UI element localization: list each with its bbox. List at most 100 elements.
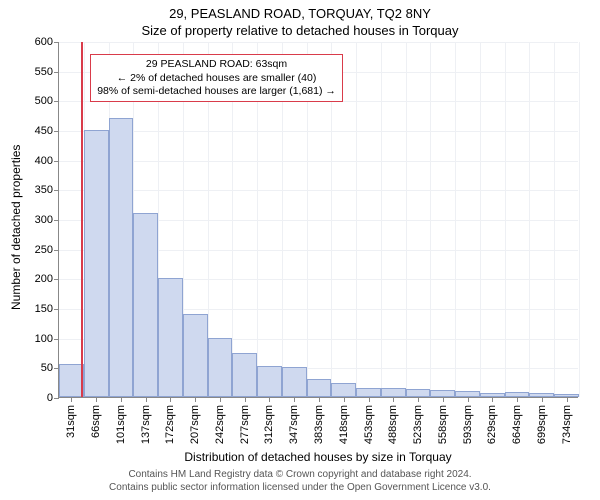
histogram-bar (158, 278, 183, 397)
xtick-label: 277sqm (239, 405, 251, 444)
xtick-mark (146, 397, 147, 402)
histogram-bar (183, 314, 208, 397)
gridline-v (554, 42, 555, 397)
gridline-h (59, 131, 578, 132)
xtick-label: 207sqm (189, 405, 201, 444)
x-axis-label: Distribution of detached houses by size … (58, 450, 578, 464)
ytick-mark (54, 42, 59, 43)
xtick-mark (319, 397, 320, 402)
ytick-mark (54, 250, 59, 251)
xtick-mark (567, 397, 568, 402)
xtick-label: 418sqm (338, 405, 350, 444)
xtick-mark (418, 397, 419, 402)
xtick-label: 137sqm (140, 405, 152, 444)
xtick-mark (195, 397, 196, 402)
ytick-mark (54, 398, 59, 399)
histogram-bar (331, 383, 356, 397)
xtick-mark (220, 397, 221, 402)
histogram-bar (307, 379, 332, 397)
annotation-callout: 29 PEASLAND ROAD: 63sqm← 2% of detached … (90, 54, 343, 101)
histogram-bar (381, 388, 406, 397)
xtick-label: 312sqm (263, 405, 275, 444)
histogram-bar (430, 390, 455, 397)
ytick-mark (54, 101, 59, 102)
xtick-mark (269, 397, 270, 402)
gridline-v (430, 42, 431, 397)
ytick-label: 300 (35, 214, 53, 226)
xtick-mark (96, 397, 97, 402)
histogram-bar (257, 366, 282, 397)
histogram-bar (109, 118, 134, 397)
xtick-mark (468, 397, 469, 402)
xtick-label: 629sqm (486, 405, 498, 444)
gridline-h (59, 42, 578, 43)
xtick-mark (369, 397, 370, 402)
gridline-v (455, 42, 456, 397)
ytick-label: 200 (35, 273, 53, 285)
ytick-mark (54, 339, 59, 340)
xtick-label: 488sqm (387, 405, 399, 444)
ytick-label: 400 (35, 155, 53, 167)
ytick-label: 450 (35, 125, 53, 137)
xtick-mark (344, 397, 345, 402)
annotation-line: ← 2% of detached houses are smaller (40) (97, 72, 336, 85)
xtick-label: 734sqm (561, 405, 573, 444)
footer-attribution: Contains HM Land Registry data © Crown c… (0, 468, 600, 494)
ytick-label: 600 (35, 36, 53, 48)
property-marker-line (81, 42, 83, 397)
ytick-mark (54, 309, 59, 310)
ytick-label: 150 (35, 303, 53, 315)
xtick-label: 172sqm (164, 405, 176, 444)
ytick-mark (54, 279, 59, 280)
xtick-label: 101sqm (115, 405, 127, 444)
page-title-line1: 29, PEASLAND ROAD, TORQUAY, TQ2 8NY (0, 0, 600, 21)
xtick-mark (393, 397, 394, 402)
xtick-label: 523sqm (412, 405, 424, 444)
gridline-v (406, 42, 407, 397)
ytick-mark (54, 190, 59, 191)
histogram-bar (232, 353, 257, 398)
xtick-label: 453sqm (363, 405, 375, 444)
xtick-mark (492, 397, 493, 402)
xtick-mark (245, 397, 246, 402)
annotation-line: 98% of semi-detached houses are larger (… (97, 85, 336, 98)
xtick-label: 31sqm (65, 405, 77, 438)
xtick-label: 383sqm (313, 405, 325, 444)
ytick-label: 500 (35, 95, 53, 107)
xtick-label: 558sqm (437, 405, 449, 444)
gridline-v (480, 42, 481, 397)
histogram-bar (133, 213, 158, 397)
histogram-bar (406, 389, 431, 397)
xtick-mark (121, 397, 122, 402)
page-title-line2: Size of property relative to detached ho… (0, 21, 600, 42)
histogram-bar (59, 364, 84, 397)
y-axis-label: Number of detached properties (9, 145, 23, 310)
footer-line1: Contains HM Land Registry data © Crown c… (0, 468, 600, 481)
gridline-v (529, 42, 530, 397)
plot-area: 05010015020025030035040045050055060031sq… (58, 42, 578, 398)
gridline-v (356, 42, 357, 397)
gridline-v (579, 42, 580, 397)
annotation-line: 29 PEASLAND ROAD: 63sqm (97, 58, 336, 71)
gridline-v (381, 42, 382, 397)
xtick-mark (517, 397, 518, 402)
xtick-label: 347sqm (288, 405, 300, 444)
gridline-v (505, 42, 506, 397)
xtick-mark (542, 397, 543, 402)
xtick-label: 593sqm (462, 405, 474, 444)
histogram-bar (282, 367, 307, 397)
ytick-label: 0 (47, 392, 53, 404)
xtick-label: 66sqm (90, 405, 102, 438)
ytick-mark (54, 161, 59, 162)
xtick-mark (443, 397, 444, 402)
ytick-mark (54, 72, 59, 73)
ytick-label: 350 (35, 184, 53, 196)
xtick-label: 242sqm (214, 405, 226, 444)
ytick-mark (54, 220, 59, 221)
ytick-mark (54, 131, 59, 132)
xtick-label: 699sqm (536, 405, 548, 444)
gridline-h (59, 190, 578, 191)
ytick-label: 250 (35, 244, 53, 256)
histogram-bar (356, 388, 381, 397)
xtick-mark (294, 397, 295, 402)
